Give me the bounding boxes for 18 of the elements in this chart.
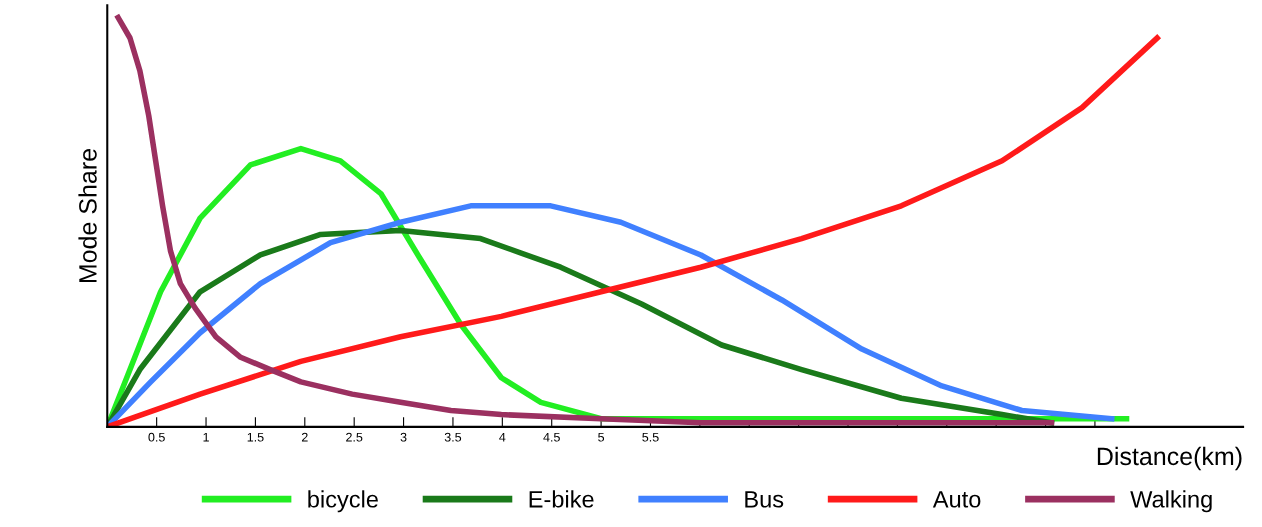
x-tick-label: 1 (203, 432, 209, 442)
legend-label: Walking (1130, 490, 1212, 513)
x-tick-label: 3.5 (444, 432, 462, 442)
x-axis-title: Distance(km) (1097, 446, 1242, 471)
legend-label: Auto (932, 491, 981, 508)
x-tick-label: 5 (598, 432, 605, 442)
x-tick-label: 0.5 (148, 432, 165, 442)
x-tick-label: 2.5 (346, 432, 363, 442)
legend-label: E-bike (529, 490, 594, 508)
x-tick-label: 2 (301, 432, 308, 442)
x-tick-label: 4 (499, 432, 506, 442)
x-tick-label: 1.5 (247, 432, 264, 442)
x-tick-label: 4.5 (543, 432, 560, 442)
x-tick-label: 3 (400, 432, 407, 442)
legend-label: bicycle (308, 490, 378, 513)
y-axis-title: Mode Share (78, 149, 97, 283)
legend-label: Bus (745, 491, 784, 508)
x-tick-label: 5.5 (642, 432, 659, 442)
